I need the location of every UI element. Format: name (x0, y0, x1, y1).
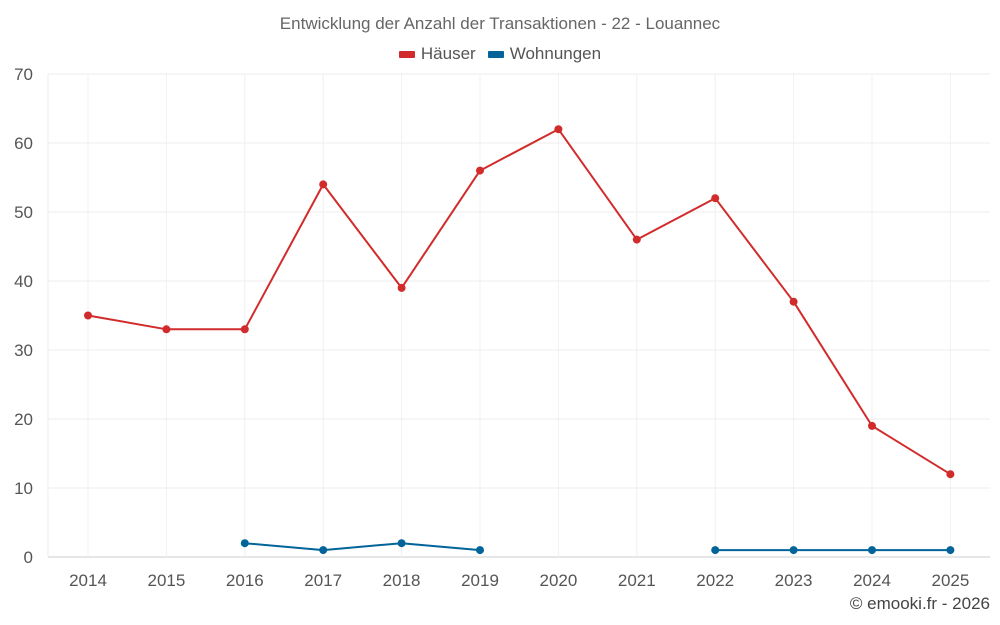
legend-swatch-haeuser (398, 50, 415, 58)
data-point-wohnungen (397, 539, 406, 548)
data-point-haeuser (868, 421, 876, 430)
data-point-haeuser (84, 311, 92, 320)
x-tick-label: 2025 (931, 571, 969, 590)
y-tick-label: 20 (14, 410, 33, 429)
y-tick-label: 30 (14, 341, 33, 360)
y-tick-label: 50 (14, 203, 33, 222)
credit-text: © emooki.fr - 2026 (849, 594, 990, 613)
data-point-haeuser (946, 470, 955, 479)
data-point-wohnungen (319, 546, 328, 555)
legend-swatch-wohnungen (487, 50, 504, 58)
x-tick-label: 2021 (618, 571, 656, 590)
y-tick-label: 10 (14, 479, 33, 498)
x-tick-label: 2016 (226, 571, 264, 590)
data-point-haeuser (397, 283, 406, 292)
data-point-wohnungen (868, 546, 876, 555)
data-point-haeuser (162, 325, 171, 334)
x-tick-label: 2018 (383, 571, 421, 590)
x-tick-label: 2022 (696, 571, 734, 590)
data-point-haeuser (476, 166, 484, 175)
legend-label-wohnungen: Wohnungen (509, 44, 602, 63)
chart-title: Entwicklung der Anzahl der Transaktionen… (279, 14, 721, 33)
legend: Häuser Wohnungen (0, 44, 1000, 64)
data-point-haeuser (632, 235, 641, 244)
legend-item-wohnungen[interactable]: Wohnungen (487, 44, 602, 64)
y-tick-label: 70 (14, 65, 33, 84)
data-point-wohnungen (789, 546, 798, 555)
x-tick-label: 2020 (539, 571, 577, 590)
data-point-wohnungen (240, 539, 249, 548)
data-point-wohnungen (946, 546, 955, 555)
data-point-haeuser (711, 194, 720, 203)
y-tick-label: 60 (14, 134, 33, 153)
x-tick-label: 2017 (304, 571, 342, 590)
series-line-wohnungen (244, 542, 481, 552)
legend-item-haeuser[interactable]: Häuser (398, 44, 476, 64)
x-tick-label: 2014 (69, 571, 107, 590)
x-tick-label: 2023 (775, 571, 813, 590)
series-line-haeuser (87, 128, 951, 476)
y-tick-label: 40 (14, 272, 33, 291)
data-point-wohnungen (476, 546, 484, 555)
legend-label-haeuser: Häuser (420, 44, 476, 63)
y-tick-label: 0 (24, 548, 33, 567)
data-point-haeuser (240, 325, 249, 334)
data-point-haeuser (554, 125, 563, 134)
x-tick-label: 2015 (147, 571, 185, 590)
x-tick-label: 2024 (853, 571, 891, 590)
data-point-haeuser (319, 180, 328, 189)
data-point-haeuser (789, 297, 798, 306)
data-point-wohnungen (711, 546, 720, 555)
x-tick-label: 2019 (461, 571, 499, 590)
